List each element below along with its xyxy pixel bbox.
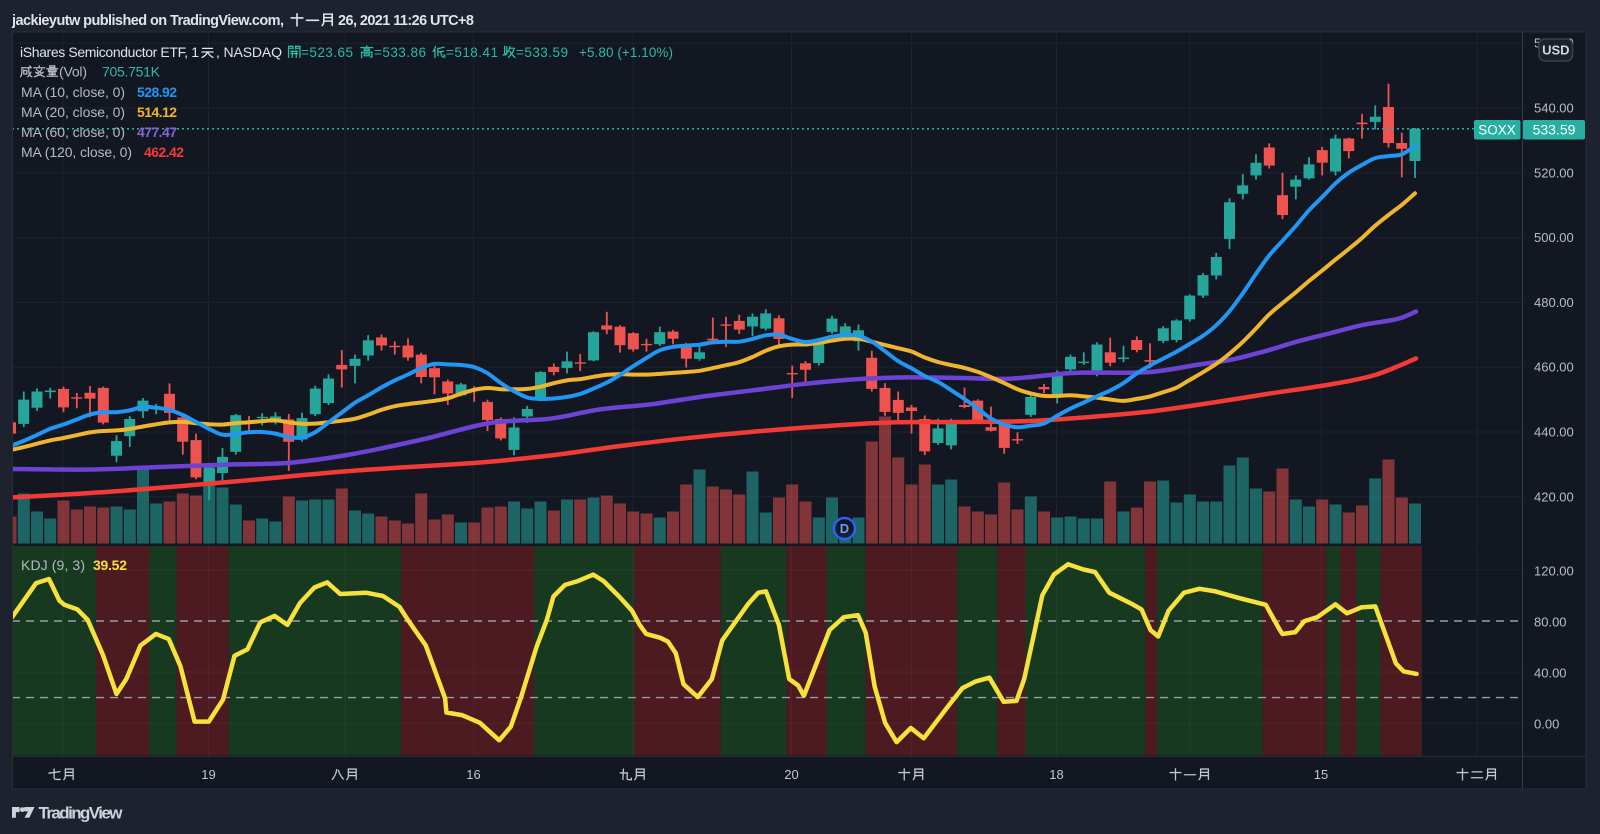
svg-text:MA (120, close, 0): MA (120, close, 0)	[21, 144, 132, 160]
svg-text:480.00: 480.00	[1534, 295, 1574, 310]
svg-text:(Vol): (Vol)	[59, 64, 87, 80]
svg-text:420.00: 420.00	[1534, 489, 1574, 504]
svg-text:MA (20, close, 0): MA (20, close, 0)	[21, 104, 125, 120]
svg-text:=518.41: =518.41	[446, 45, 498, 60]
svg-text:120.00: 120.00	[1534, 563, 1574, 578]
svg-text:MA (10, close, 0): MA (10, close, 0)	[21, 84, 125, 100]
svg-text:460.00: 460.00	[1534, 360, 1574, 375]
svg-text:18: 18	[1049, 767, 1063, 782]
svg-text:, NASDAQ: , NASDAQ	[216, 44, 282, 60]
svg-text:=533.86: =533.86	[374, 45, 426, 60]
svg-text:477.47: 477.47	[137, 124, 177, 140]
svg-text:D: D	[840, 521, 849, 536]
svg-text:19: 19	[201, 767, 215, 782]
svg-text:40.00: 40.00	[1534, 666, 1567, 681]
svg-text:80.00: 80.00	[1534, 615, 1567, 630]
svg-text:520.00: 520.00	[1534, 165, 1574, 180]
svg-text:0.00: 0.00	[1534, 717, 1559, 732]
svg-text:KDJ (9, 3): KDJ (9, 3)	[21, 557, 85, 573]
svg-text:SOXX: SOXX	[1478, 122, 1516, 137]
svg-text:540.00: 540.00	[1534, 101, 1574, 116]
svg-text:16: 16	[466, 767, 480, 782]
svg-text:514.12: 514.12	[137, 104, 177, 120]
svg-text:26, 2021 11:26 UTC+8: 26, 2021 11:26 UTC+8	[338, 13, 474, 29]
svg-text:iShares Semiconductor ETF, 1: iShares Semiconductor ETF, 1	[20, 44, 199, 60]
svg-text:MA (60, close, 0): MA (60, close, 0)	[21, 124, 125, 140]
svg-text:=533.59: =533.59	[516, 45, 568, 60]
svg-text:jackieyutw published on Tradin: jackieyutw published on TradingView.com,	[11, 13, 284, 29]
svg-text:15: 15	[1314, 767, 1328, 782]
svg-text:USD: USD	[1542, 43, 1569, 58]
svg-text:440.00: 440.00	[1534, 425, 1574, 440]
svg-text:+5.80 (+1.10%): +5.80 (+1.10%)	[579, 45, 673, 60]
svg-text:20: 20	[784, 767, 798, 782]
svg-text:39.52: 39.52	[93, 557, 127, 573]
svg-text:528.92: 528.92	[137, 84, 177, 100]
svg-text:462.42: 462.42	[144, 144, 184, 160]
svg-text:TradingView: TradingView	[39, 804, 124, 823]
svg-text:500.00: 500.00	[1534, 230, 1574, 245]
svg-text:705.751K: 705.751K	[102, 64, 161, 80]
svg-text:533.59: 533.59	[1533, 122, 1576, 138]
svg-text:=523.65: =523.65	[301, 45, 353, 60]
